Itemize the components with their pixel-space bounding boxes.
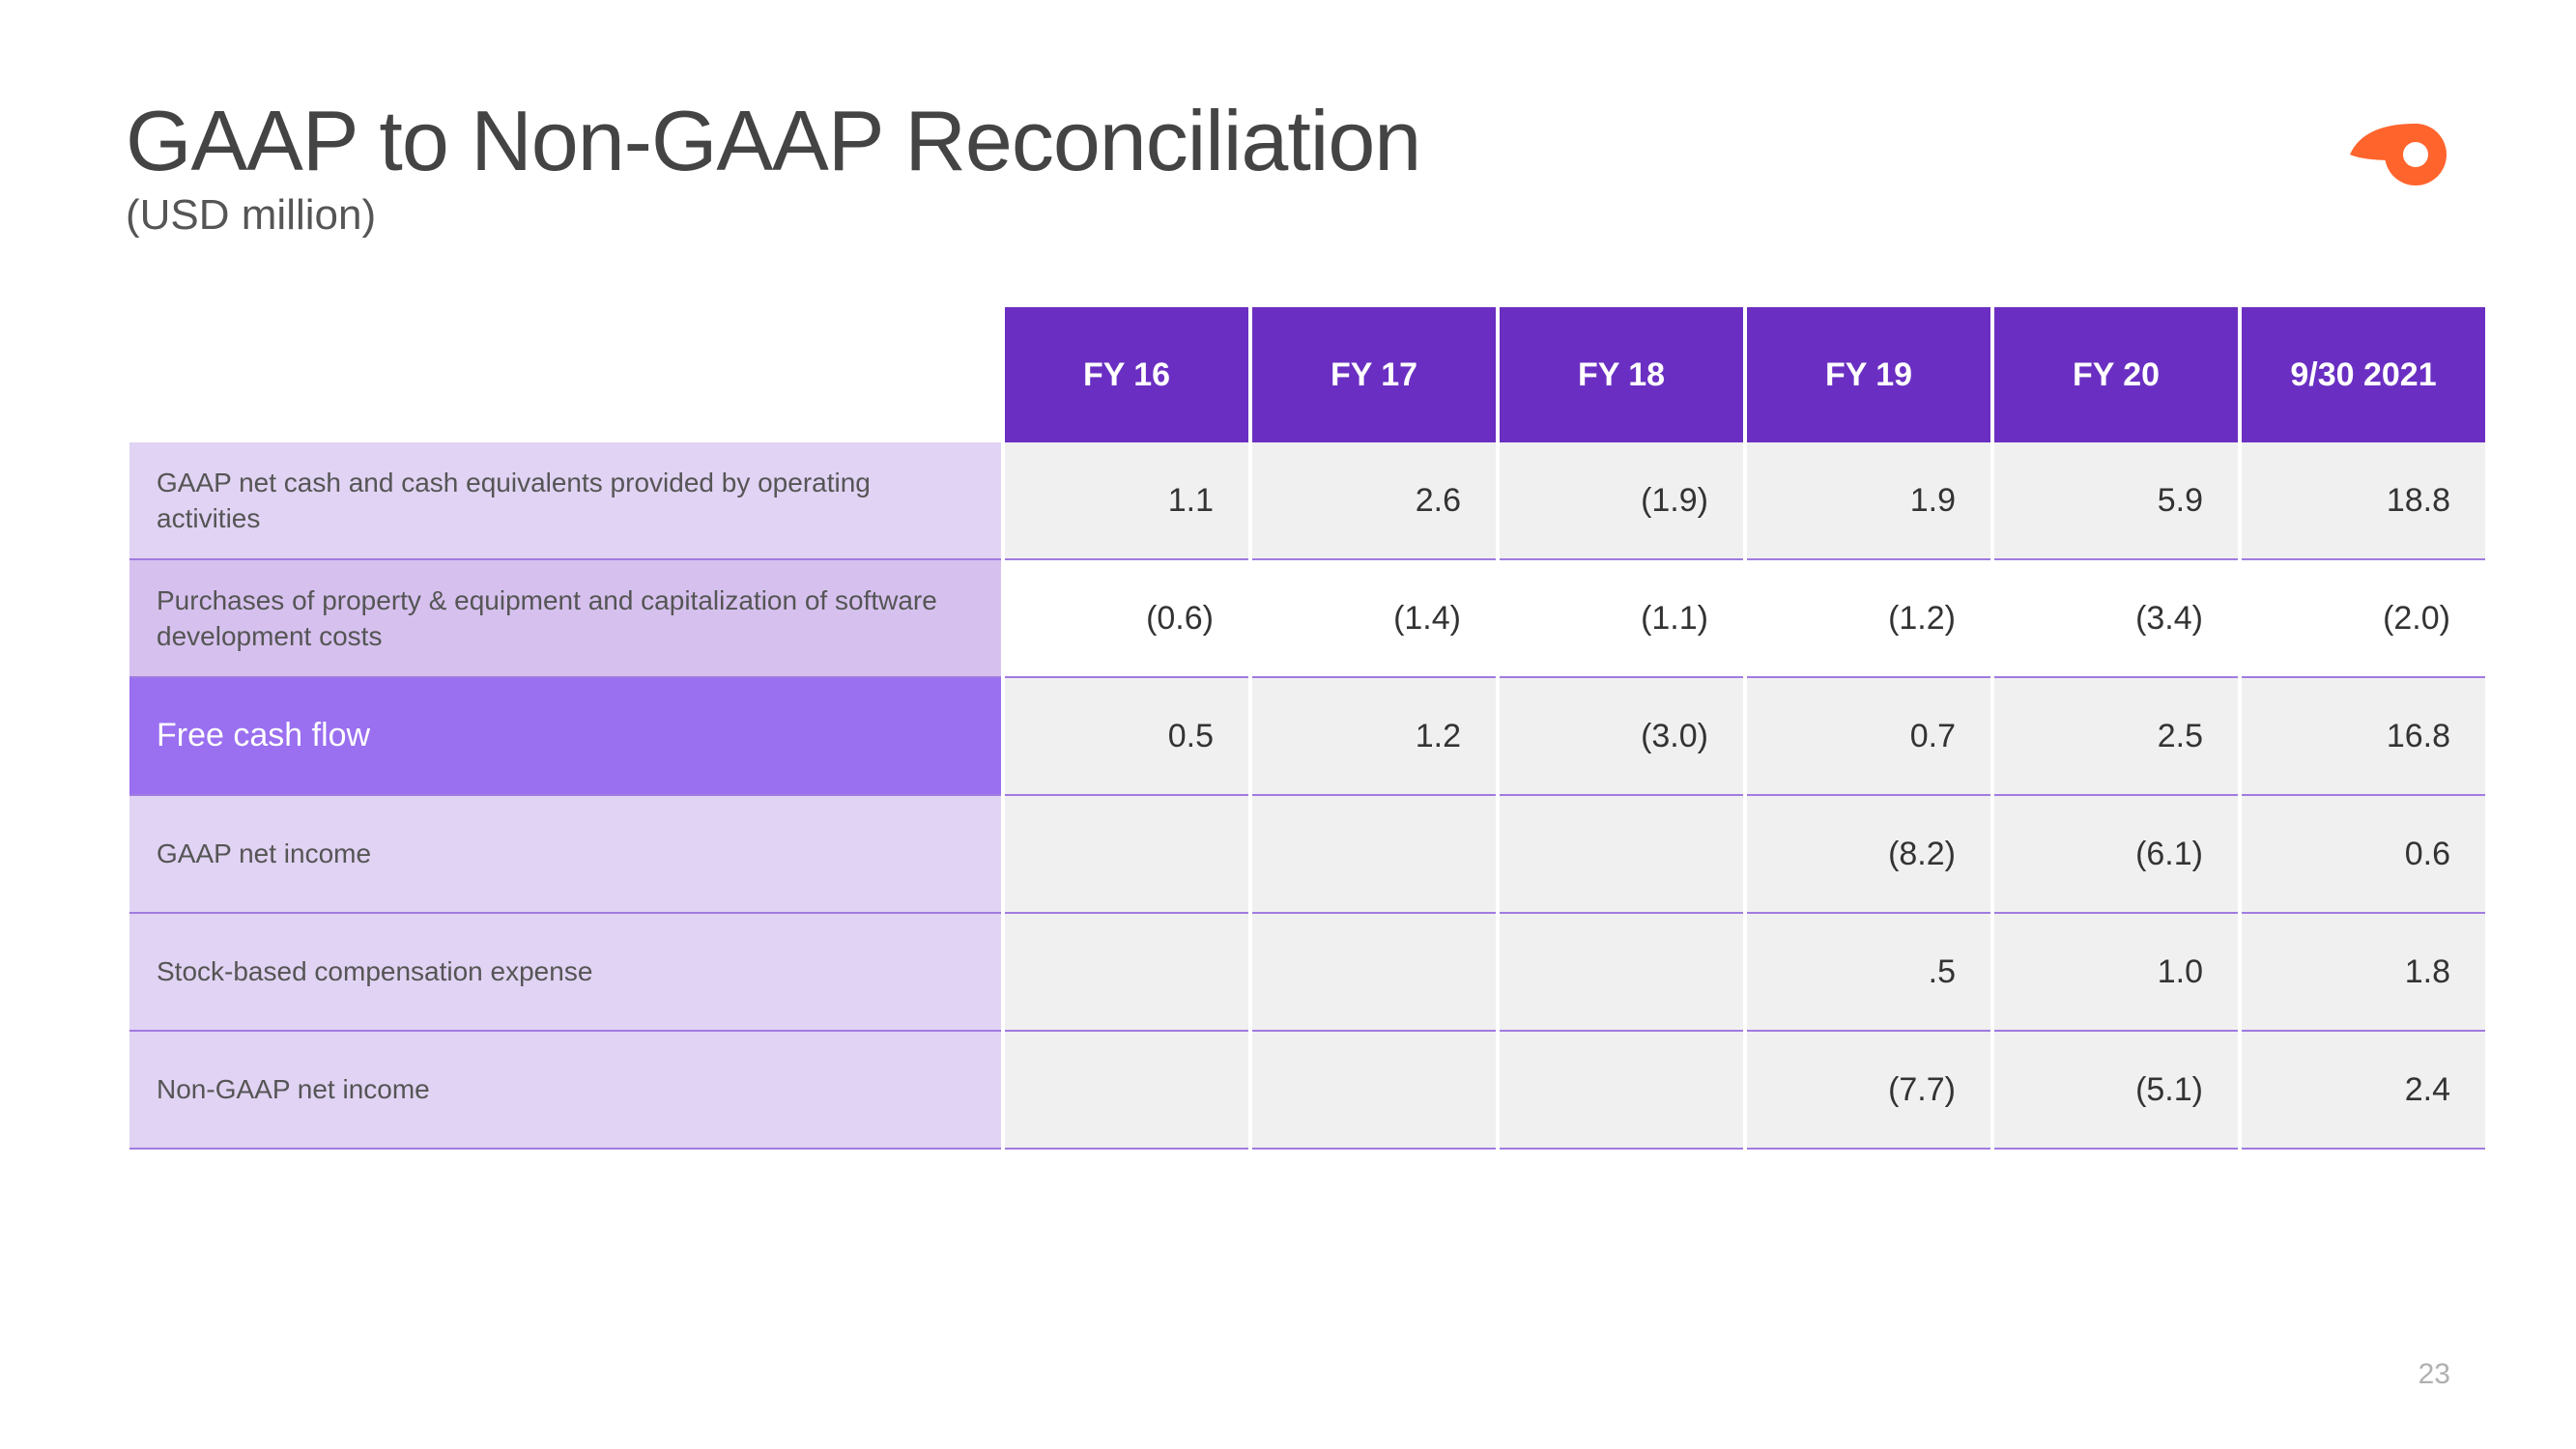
cell-value: (6.1) xyxy=(1994,796,2238,914)
page-number: 23 xyxy=(2419,1358,2450,1391)
cell-value: 1.0 xyxy=(1994,914,2238,1032)
table-row: Free cash flow0.51.2(3.0)0.72.516.8 xyxy=(129,678,2485,796)
cell-value: (5.1) xyxy=(1994,1032,2238,1150)
cell-value xyxy=(1252,1032,1496,1150)
cell-value xyxy=(1500,796,1743,914)
slide-header: GAAP to Non-GAAP Reconciliation (USD mil… xyxy=(126,97,2460,240)
cell-value: 0.6 xyxy=(2242,796,2485,914)
cell-value: (7.7) xyxy=(1747,1032,1990,1150)
cell-value: (8.2) xyxy=(1747,796,1990,914)
cell-value: (1.9) xyxy=(1500,442,1743,560)
table-row: Non-GAAP net income (7.7)(5.1)2.4 xyxy=(129,1032,2485,1150)
cell-value: (3.4) xyxy=(1994,560,2238,678)
slide-title: GAAP to Non-GAAP Reconciliation xyxy=(126,97,2460,185)
col-header: FY 18 xyxy=(1500,307,1743,442)
row-label: Non-GAAP net income xyxy=(129,1032,1001,1150)
cell-value: 1.9 xyxy=(1747,442,1990,560)
cell-value xyxy=(1252,796,1496,914)
slide-subtitle: (USD million) xyxy=(126,191,2460,240)
cell-value: 2.6 xyxy=(1252,442,1496,560)
cell-value: (2.0) xyxy=(2242,560,2485,678)
cell-value xyxy=(1500,914,1743,1032)
cell-value: 16.8 xyxy=(2242,678,2485,796)
cell-value: 1.1 xyxy=(1005,442,1248,560)
cell-value xyxy=(1252,914,1496,1032)
reconciliation-table: FY 16 FY 17 FY 18 FY 19 FY 20 9/30 2021 … xyxy=(126,307,2489,1150)
cell-value: 0.7 xyxy=(1747,678,1990,796)
table-header-row: FY 16 FY 17 FY 18 FY 19 FY 20 9/30 2021 xyxy=(129,307,2485,442)
cell-value: 2.4 xyxy=(2242,1032,2485,1150)
table-row: Purchases of property & equipment and ca… xyxy=(129,560,2485,678)
cell-value: 1.8 xyxy=(2242,914,2485,1032)
cell-value: (1.1) xyxy=(1500,560,1743,678)
cell-value xyxy=(1500,1032,1743,1150)
cell-value: 1.2 xyxy=(1252,678,1496,796)
col-header: FY 17 xyxy=(1252,307,1496,442)
cell-value xyxy=(1005,796,1248,914)
cell-value: 18.8 xyxy=(2242,442,2485,560)
cell-value: (3.0) xyxy=(1500,678,1743,796)
row-label: Free cash flow xyxy=(129,678,1001,796)
cell-value: .5 xyxy=(1747,914,1990,1032)
brand-logo-icon xyxy=(2344,116,2450,198)
row-label: GAAP net cash and cash equivalents provi… xyxy=(129,442,1001,560)
cell-value: (1.2) xyxy=(1747,560,1990,678)
row-label: Purchases of property & equipment and ca… xyxy=(129,560,1001,678)
header-blank xyxy=(129,307,1001,442)
table-row: GAAP net income (8.2)(6.1)0.6 xyxy=(129,796,2485,914)
col-header: FY 16 xyxy=(1005,307,1248,442)
row-label: GAAP net income xyxy=(129,796,1001,914)
col-header: FY 20 xyxy=(1994,307,2238,442)
table-row: GAAP net cash and cash equivalents provi… xyxy=(129,442,2485,560)
col-header: 9/30 2021 xyxy=(2242,307,2485,442)
cell-value xyxy=(1005,1032,1248,1150)
cell-value: 5.9 xyxy=(1994,442,2238,560)
col-header: FY 19 xyxy=(1747,307,1990,442)
cell-value: 2.5 xyxy=(1994,678,2238,796)
cell-value: 0.5 xyxy=(1005,678,1248,796)
row-label: Stock-based compensation expense xyxy=(129,914,1001,1032)
cell-value: (0.6) xyxy=(1005,560,1248,678)
table-row: Stock-based compensation expense .51.01.8 xyxy=(129,914,2485,1032)
cell-value: (1.4) xyxy=(1252,560,1496,678)
cell-value xyxy=(1005,914,1248,1032)
